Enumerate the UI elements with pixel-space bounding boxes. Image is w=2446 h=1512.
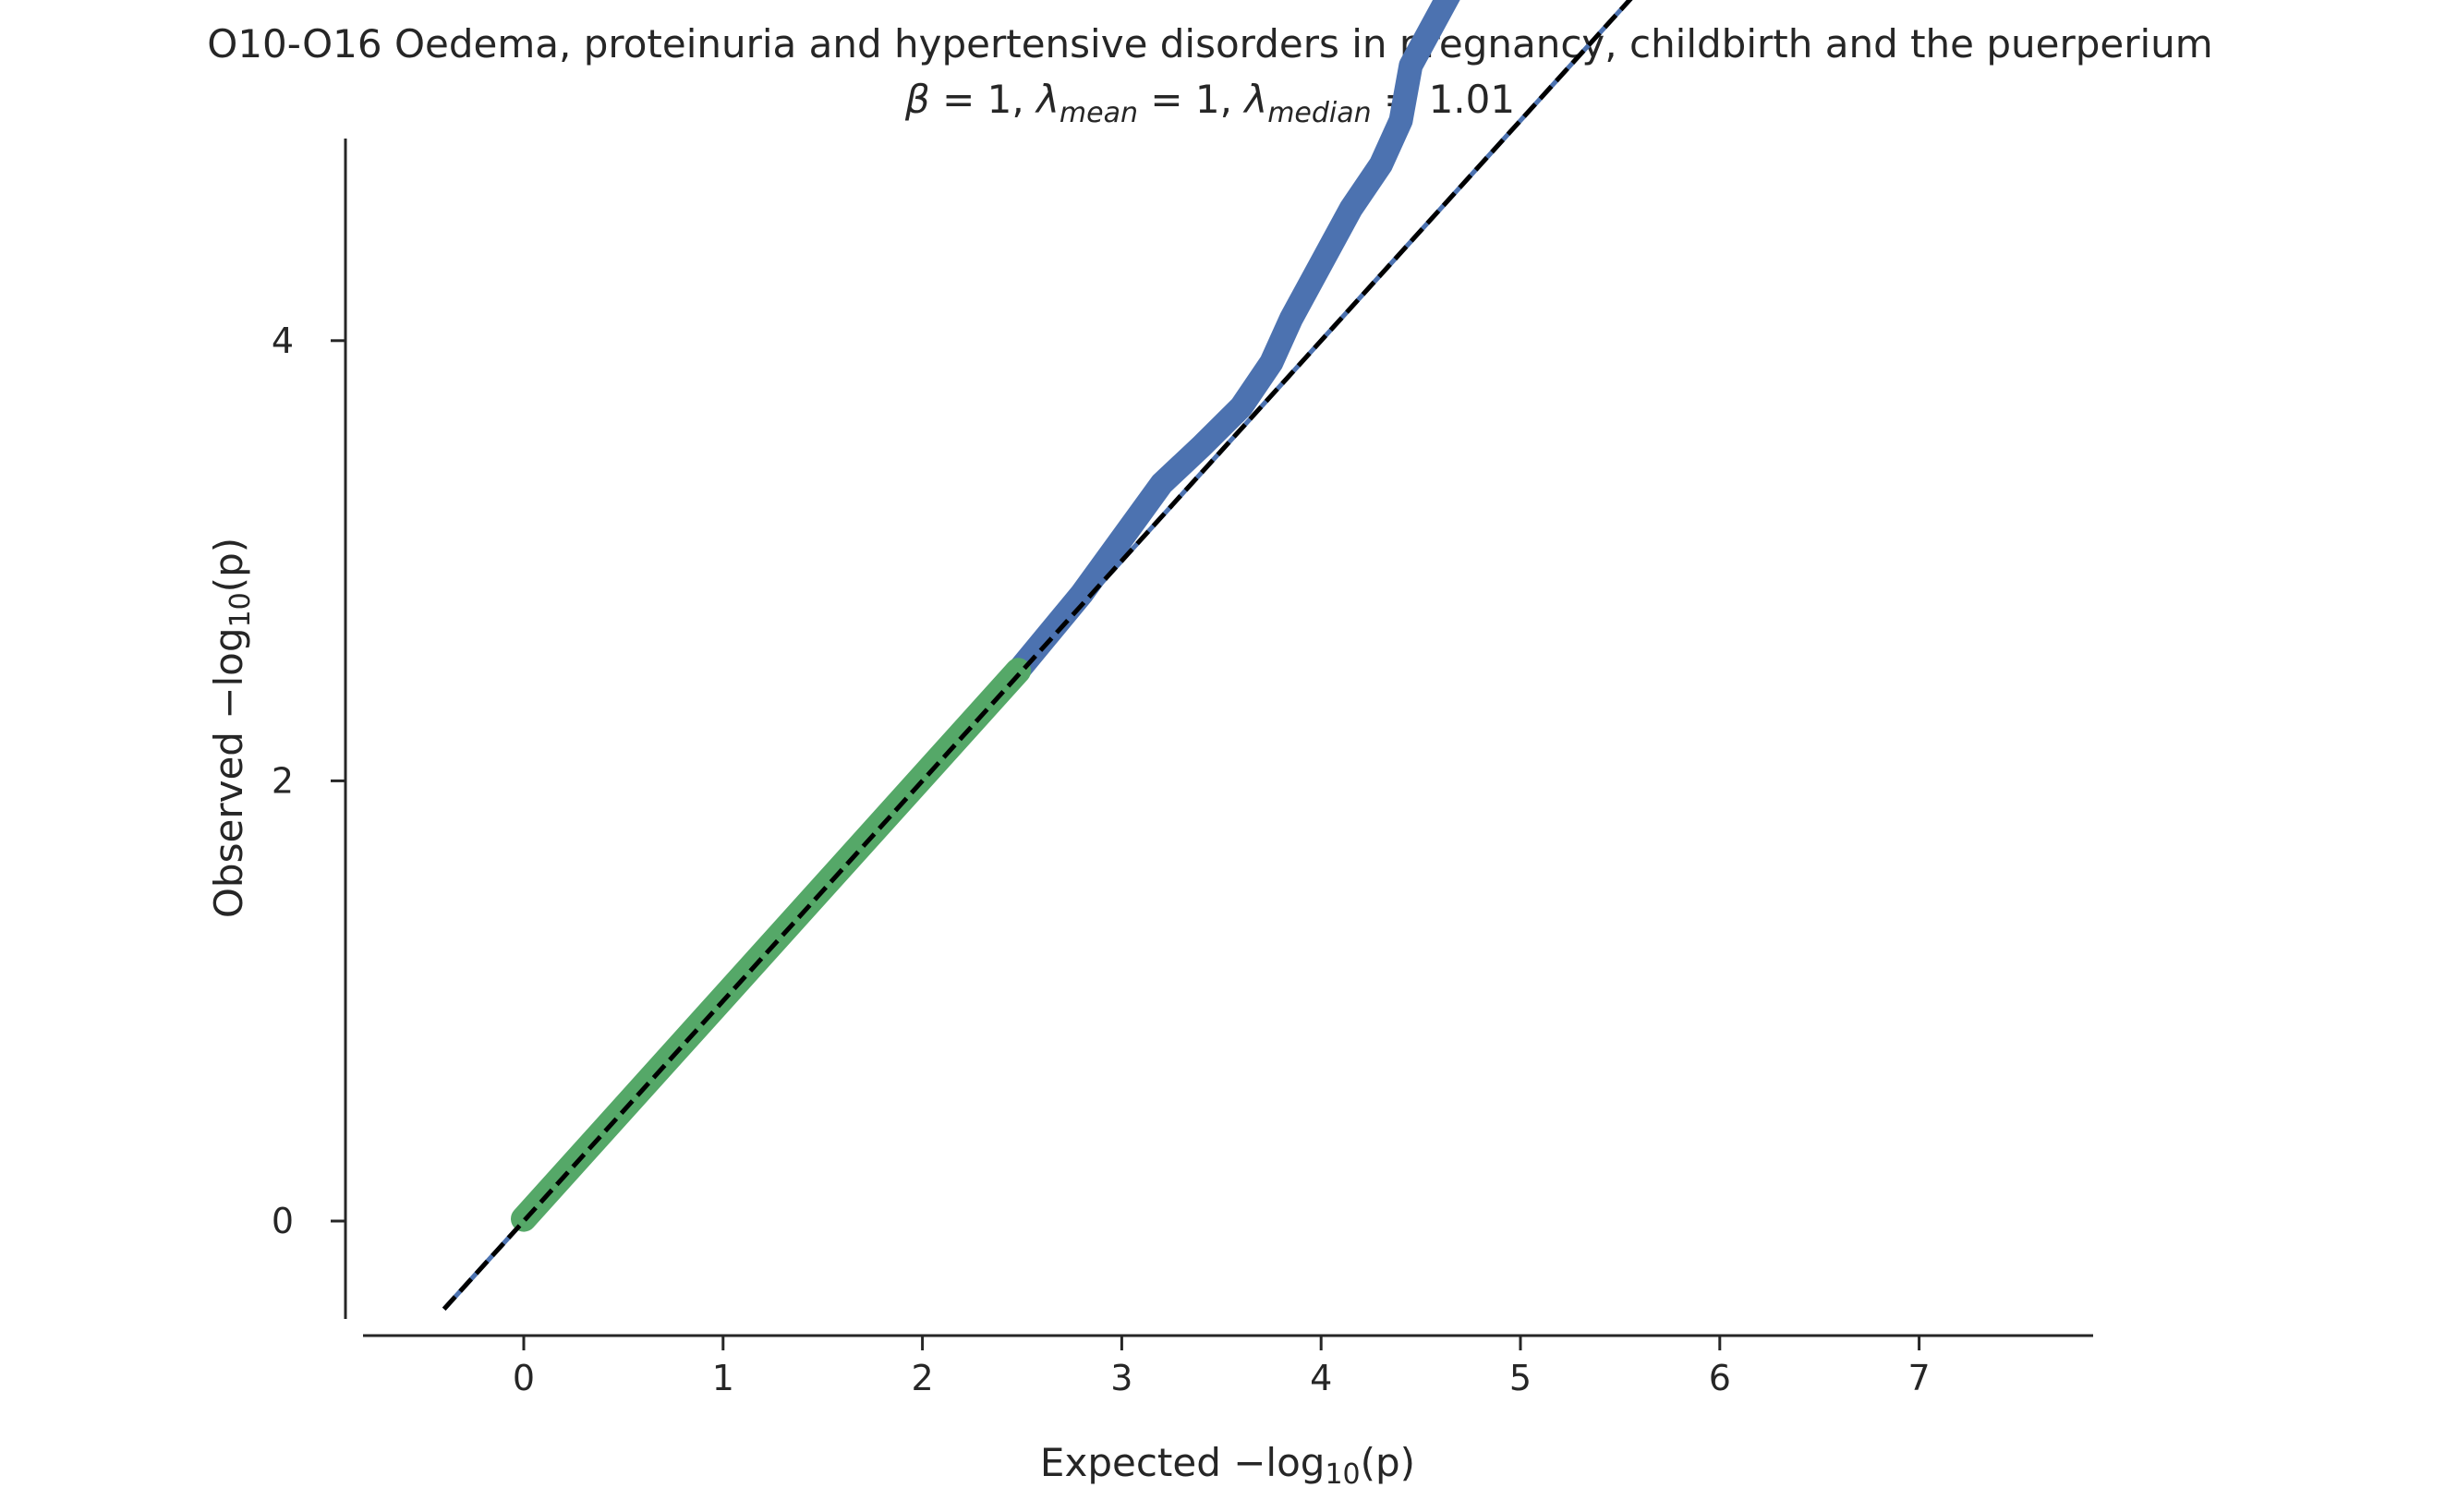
- x-axis-label-sub: 10: [1325, 1458, 1360, 1491]
- observed-significant-curve: [1006, 0, 1460, 683]
- subtitle-lambda-median: λ: [1242, 77, 1267, 122]
- reference-diagonal-line: [442, 0, 1633, 1311]
- x-tick-label: 5: [1509, 1358, 1532, 1398]
- x-tick-label: 0: [513, 1358, 535, 1398]
- chart-title: O10-O16 Oedema, proteinuria and hyperten…: [207, 21, 2212, 67]
- y-axis-ticks: 02468: [272, 321, 345, 1241]
- x-tick-label: 6: [1709, 1358, 1731, 1398]
- expected-line: [442, 0, 1633, 1311]
- x-axis-label: Expected −log10(p): [1040, 1440, 1415, 1491]
- subtitle-lambda-median-sub: median: [1267, 97, 1371, 129]
- x-axis-ticks: 0 1 2 3 4 5 6 7: [513, 1336, 1931, 1398]
- subtitle-lambda-median-value: 1.01: [1429, 77, 1516, 122]
- y-tick-label: 0: [272, 1201, 294, 1241]
- chart-subtitle: β = 1, λmean = 1, λmedian = 1.01: [904, 77, 1515, 129]
- x-tick-label: 4: [1310, 1358, 1332, 1398]
- subtitle-lambda-mean-value: 1: [1195, 77, 1220, 122]
- reference-line-group: [442, 0, 1633, 1311]
- y-axis-label-suffix: (p): [206, 538, 251, 592]
- subtitle-beta: β: [904, 77, 930, 122]
- x-tick-label: 1: [712, 1358, 734, 1398]
- y-tick-label: 4: [272, 321, 294, 361]
- x-axis-label-suffix: (p): [1361, 1440, 1415, 1485]
- y-axis-label-prefix: Observed −log: [206, 627, 251, 918]
- x-tick-label: 7: [1908, 1358, 1931, 1398]
- x-tick-label: 3: [1110, 1358, 1132, 1398]
- y-axis-label: Observed −log10(p): [206, 538, 257, 918]
- subtitle-lambda-mean-sub: mean: [1060, 97, 1138, 129]
- y-axis-label-sub: 10: [224, 592, 257, 627]
- y-tick-label: 2: [272, 760, 294, 801]
- subtitle-lambda-mean: λ: [1035, 77, 1060, 122]
- subtitle-beta-value: 1: [987, 77, 1012, 122]
- x-tick-label: 2: [912, 1358, 934, 1398]
- plot-series: [442, 0, 1633, 1311]
- x-axis-label-prefix: Expected −log: [1040, 1440, 1326, 1485]
